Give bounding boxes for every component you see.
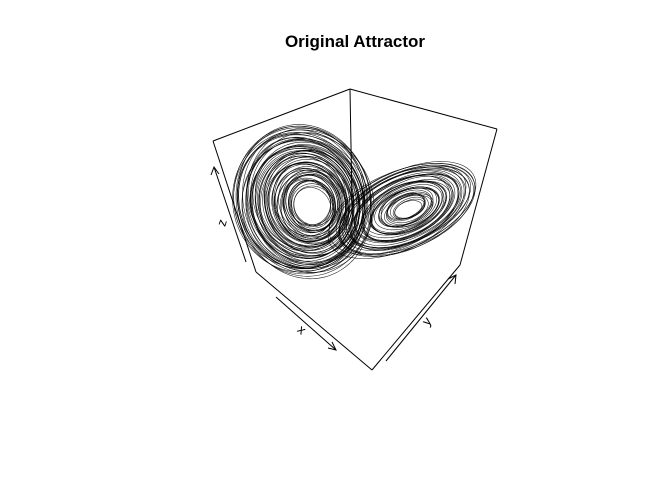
trajectory-loop (293, 185, 334, 226)
trajectory-loop (370, 184, 443, 235)
trajectory-loop (264, 157, 354, 254)
trajectory-loop (252, 146, 360, 256)
z-axis-label: z (214, 217, 230, 228)
x-axis-label: x (295, 322, 310, 338)
trajectory-loop (268, 159, 351, 247)
trajectory-loop (384, 193, 434, 226)
box-edge (349, 88, 498, 130)
trajectory-loop (342, 166, 471, 251)
trajectory-loop (233, 125, 369, 275)
trajectory-loop (387, 193, 425, 220)
trajectory-loop (260, 150, 355, 257)
trajectory-loop (371, 187, 439, 233)
x-axis: x (275, 296, 337, 351)
trajectory-loop (394, 200, 423, 219)
trajectory-loop (361, 180, 451, 241)
x-axis-arrowhead (327, 341, 337, 351)
chart-title: Original Attractor (285, 32, 425, 51)
trajectory-loop (236, 132, 375, 269)
trajectory-loop (246, 136, 363, 263)
trajectory-loop (370, 186, 440, 234)
z-axis: z (210, 165, 247, 263)
bounding-box (212, 88, 498, 371)
trajectory-loop (363, 175, 453, 242)
trajectory-loop (288, 181, 331, 226)
trajectory-loop (273, 161, 347, 244)
z-axis-arrowhead (210, 165, 220, 176)
box-edge (255, 271, 373, 371)
attractor-trajectory (232, 124, 477, 280)
box-edge (212, 88, 351, 142)
trajectory-loop (293, 187, 332, 227)
trajectory-loop (339, 166, 470, 257)
trajectory-loop (232, 127, 368, 273)
trajectory-loop (235, 125, 372, 277)
trajectory-loop (394, 198, 425, 219)
trajectory-loop (390, 194, 425, 220)
trajectory-loop (283, 177, 336, 232)
y-axis: y (385, 274, 457, 362)
trajectory-loop (378, 189, 432, 227)
y-axis-arrow (385, 274, 457, 362)
trajectory-loop (246, 138, 365, 264)
trajectory-loop (277, 169, 346, 242)
y-axis-arrowhead (447, 274, 457, 285)
trajectory-loop (291, 183, 333, 225)
trajectory-loop (258, 153, 352, 251)
trajectory-loop (361, 180, 448, 239)
trajectory-loop (327, 161, 477, 259)
trajectory-loop (348, 170, 460, 249)
trajectory-loop (254, 145, 358, 257)
trajectory-loop (386, 192, 426, 222)
box-edge (371, 264, 461, 371)
y-axis-label: y (419, 314, 435, 329)
trajectory-loop (242, 129, 365, 270)
trajectory-loop (245, 132, 366, 269)
trajectory-loop (249, 146, 359, 259)
box-edge (459, 128, 498, 266)
z-axis-arrow (213, 166, 247, 263)
x-axis-arrow (275, 296, 337, 351)
trajectory-loop (339, 164, 474, 256)
